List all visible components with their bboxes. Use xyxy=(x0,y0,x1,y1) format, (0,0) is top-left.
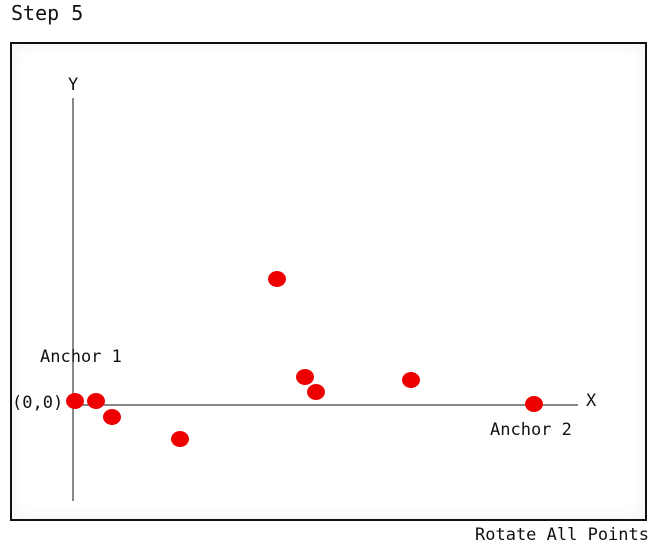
point-anchor-2[interactable] xyxy=(525,396,543,412)
point[interactable] xyxy=(296,369,314,385)
point-anchor-1[interactable] xyxy=(66,393,84,409)
point[interactable] xyxy=(87,393,105,409)
point[interactable] xyxy=(171,431,189,447)
points-layer xyxy=(66,271,543,447)
step-title: Step 5 xyxy=(11,1,84,25)
rotate-all-points-button[interactable]: Rotate All Points xyxy=(475,525,649,545)
x-axis-label: X xyxy=(586,391,597,411)
point[interactable] xyxy=(103,409,121,425)
y-axis-label: Y xyxy=(68,75,78,95)
point[interactable] xyxy=(268,271,286,287)
anchor-1-label: Anchor 1 xyxy=(40,347,122,367)
plot-canvas[interactable] xyxy=(10,42,647,521)
point[interactable] xyxy=(307,384,325,400)
anchor-2-label: Anchor 2 xyxy=(490,420,572,440)
origin-label: (0,0) xyxy=(12,393,63,413)
point[interactable] xyxy=(402,372,420,388)
